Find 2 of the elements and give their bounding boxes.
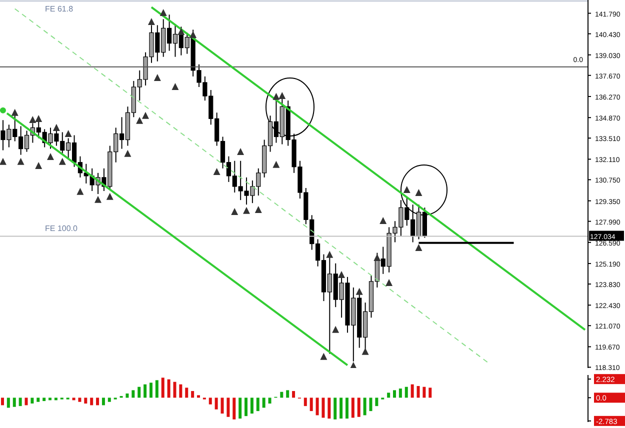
ref-line-label: FE 61.8 [45,4,74,14]
ref-line-label: FE 100.0 [45,224,78,234]
